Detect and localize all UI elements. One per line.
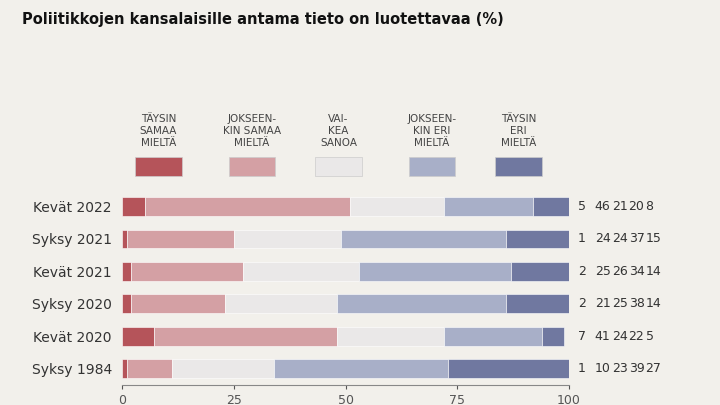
Text: 2: 2 [577, 297, 585, 310]
Text: 41: 41 [595, 330, 611, 343]
Text: 10: 10 [595, 362, 611, 375]
Text: VAI-
KEA
SANOA: VAI- KEA SANOA [320, 114, 357, 148]
Bar [350, 197, 444, 216]
Text: 5: 5 [646, 330, 654, 343]
Text: 25: 25 [595, 265, 611, 278]
Text: 27: 27 [646, 362, 662, 375]
Bar [131, 294, 225, 313]
Text: 2: 2 [577, 265, 585, 278]
Bar [341, 230, 506, 248]
Text: 14: 14 [646, 297, 662, 310]
Bar [510, 262, 573, 281]
Bar [122, 262, 131, 281]
Bar [122, 230, 127, 248]
Bar [171, 359, 274, 378]
Bar [127, 359, 171, 378]
Text: 14: 14 [646, 265, 662, 278]
Bar [542, 327, 564, 345]
Text: 21: 21 [595, 297, 611, 310]
Bar [122, 294, 131, 313]
Bar [127, 230, 234, 248]
Text: 46: 46 [595, 200, 611, 213]
Text: 39: 39 [629, 362, 644, 375]
Bar [359, 262, 510, 281]
Text: 34: 34 [629, 265, 644, 278]
Text: JOKSEEN-
KIN SAMAA
MIELTÄ: JOKSEEN- KIN SAMAA MIELTÄ [223, 114, 281, 148]
Text: 1: 1 [577, 232, 585, 245]
Text: 15: 15 [646, 232, 662, 245]
Bar [274, 359, 449, 378]
Bar [449, 359, 569, 378]
Text: 24: 24 [612, 330, 627, 343]
Bar [122, 359, 127, 378]
Text: 5: 5 [577, 200, 586, 213]
Bar [145, 197, 350, 216]
Bar [337, 327, 444, 345]
Bar [225, 294, 337, 313]
Text: 26: 26 [612, 265, 627, 278]
Text: 1: 1 [577, 362, 585, 375]
Bar [122, 197, 145, 216]
Text: 21: 21 [612, 200, 627, 213]
Text: TÄYSIN
ERI
MIELTÄ: TÄYSIN ERI MIELTÄ [500, 114, 536, 148]
Text: 24: 24 [595, 232, 611, 245]
Bar [444, 327, 542, 345]
Bar [243, 262, 359, 281]
Text: 38: 38 [629, 297, 644, 310]
Bar [234, 230, 341, 248]
Text: 37: 37 [629, 232, 644, 245]
Text: 20: 20 [629, 200, 644, 213]
Text: JOKSEEN-
KIN ERI
MIELTÄ: JOKSEEN- KIN ERI MIELTÄ [408, 114, 456, 148]
Bar [533, 197, 569, 216]
Text: 22: 22 [629, 330, 644, 343]
Text: 24: 24 [612, 232, 627, 245]
Bar [506, 294, 569, 313]
Bar [444, 197, 533, 216]
Bar [131, 262, 243, 281]
Bar [122, 327, 153, 345]
Bar [506, 230, 573, 248]
Text: 8: 8 [646, 200, 654, 213]
Bar [337, 294, 506, 313]
Text: TÄYSIN
SAMAA
MIELTÄ: TÄYSIN SAMAA MIELTÄ [140, 114, 177, 148]
Text: 25: 25 [612, 297, 628, 310]
Text: Poliitikkojen kansalaisille antama tieto on luotettavaa (%): Poliitikkojen kansalaisille antama tieto… [22, 12, 503, 27]
Bar [153, 327, 337, 345]
Text: 23: 23 [612, 362, 627, 375]
Text: 7: 7 [577, 330, 586, 343]
